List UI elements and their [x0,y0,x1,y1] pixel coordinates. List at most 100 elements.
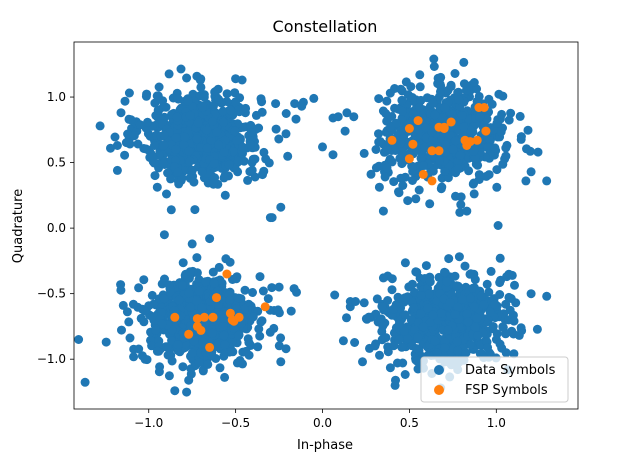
y-axis-ticks: −1.0 −0.5 0.0 0.5 1.0 [37,90,74,366]
data-symbol-point [396,138,405,148]
data-symbol-point [501,151,511,161]
data-symbol-point [190,205,200,215]
data-symbol-point [432,348,442,358]
data-symbol-point [415,102,425,112]
data-symbol-point [457,294,467,304]
data-symbol-point [185,156,195,166]
data-symbol-point [274,282,284,292]
data-symbol-point [437,182,447,192]
data-symbol-point [376,314,386,324]
data-symbol-point [117,325,126,335]
data-symbol-point [437,113,447,122]
data-symbol-point [240,285,250,295]
data-symbol-point [474,91,484,101]
data-symbol-point [256,317,266,327]
data-symbol-point [466,293,475,303]
data-symbol-point [495,290,505,299]
data-symbol-point [359,298,369,308]
data-symbol-point [443,325,453,335]
data-symbol-point [400,258,410,268]
data-symbol-point [197,167,207,177]
data-symbol-point [340,126,350,136]
data-symbol-point [532,324,542,334]
data-symbol-point [129,352,139,362]
data-symbol-point [166,205,176,215]
data-symbol-point [184,146,194,156]
fsp-symbol-point [479,103,489,112]
data-symbol-point [374,94,384,104]
data-symbol-point [196,82,206,92]
data-symbol-point [497,109,507,119]
fsp-symbol-point [408,139,418,149]
data-symbol-point [428,98,438,108]
data-symbol-point [253,342,263,352]
data-symbol-point [455,150,465,160]
data-symbol-point [159,159,169,168]
data-symbol-point [209,278,219,288]
data-symbol-point [391,375,400,385]
data-symbol-point [351,297,360,306]
data-symbol-point [493,221,503,230]
data-symbol-point [186,321,196,331]
data-symbol-point [473,160,483,170]
data-symbol-point [495,278,505,288]
data-symbol-point [271,99,281,109]
data-symbol-point [413,332,423,342]
data-symbol-point [120,96,130,106]
data-symbol-point [247,165,257,175]
data-symbol-point [457,111,467,120]
data-symbol-point [194,286,204,296]
data-symbol-point [134,283,144,293]
data-symbol-point [112,141,122,150]
data-symbol-point [350,338,360,347]
data-symbol-point [366,169,376,179]
data-symbol-point [522,144,531,154]
data-symbol-point [167,356,177,366]
data-symbol-point [517,326,527,336]
data-symbol-point [445,298,455,308]
data-symbol-point [453,346,463,356]
data-symbol-point [264,158,274,168]
data-symbol-point [318,142,327,152]
data-symbol-point [371,163,381,173]
fsp-symbol-point [222,269,232,279]
data-symbol-point [456,192,466,202]
data-symbol-point [482,114,492,124]
data-symbol-point [122,307,132,317]
data-symbol-point [389,177,399,187]
data-symbol-point [389,341,399,351]
data-symbol-point [281,109,291,118]
data-symbol-point [159,140,169,150]
data-symbol-point [209,159,219,169]
data-symbol-point [255,331,265,341]
data-symbol-point [143,129,153,139]
data-symbol-point [455,207,465,217]
data-symbol-point [473,331,483,341]
fsp-symbol-point [199,312,209,322]
data-symbol-point [273,305,283,315]
data-symbol-point [214,300,223,310]
data-symbol-point [276,357,286,367]
data-symbol-point [292,287,301,297]
data-symbol-point [374,129,383,139]
x-tick-label: 0.0 [313,416,332,430]
data-symbol-point [469,189,479,199]
data-symbol-point [213,84,223,94]
data-symbol-point [209,101,218,111]
fsp-symbol-point [387,135,397,145]
data-symbol-point [382,144,392,154]
data-symbol-point [466,340,475,350]
fsp-symbol-point [434,146,444,156]
data-symbol-point [441,147,451,157]
data-symbol-point [501,299,511,309]
data-symbol-point [110,132,120,142]
data-symbol-point [398,358,408,368]
data-symbol-point [230,126,240,136]
data-symbol-point [208,267,218,277]
data-symbol-point [196,143,206,152]
data-symbol-point [501,143,511,153]
data-symbol-point [419,161,428,171]
data-symbol-point [338,336,348,346]
data-symbol-point [423,303,433,313]
data-symbol-point [95,121,105,131]
